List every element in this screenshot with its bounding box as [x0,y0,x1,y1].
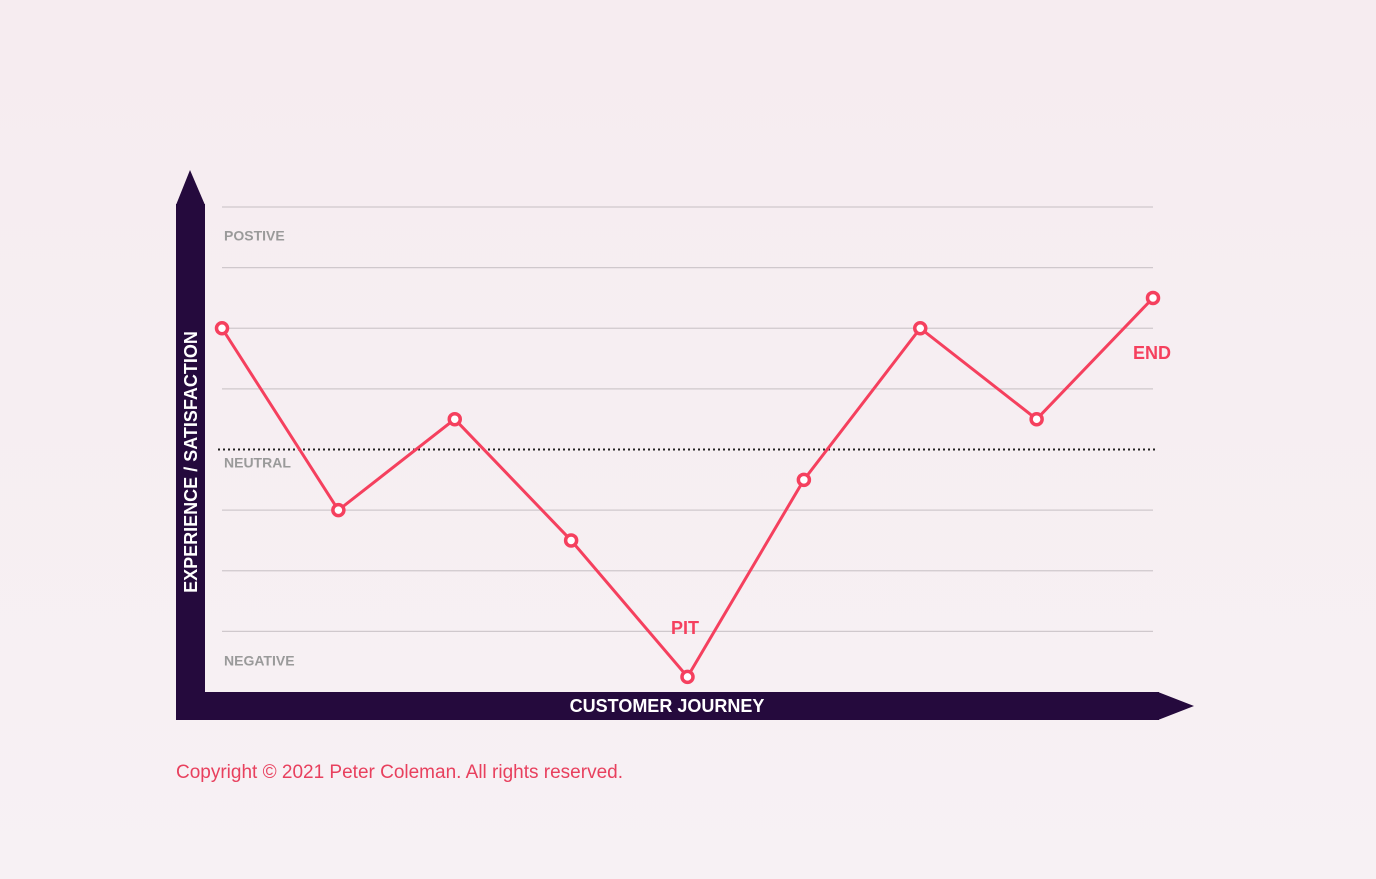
point [563,533,579,548]
annotation: PIT [671,618,699,638]
annotation: END [1133,343,1171,363]
y-axis-arrow [176,170,205,205]
point [1145,290,1161,306]
x-axis-arrow [1158,692,1194,720]
copyright: Copyright © 2021 Peter Coleman. All righ… [176,762,623,783]
point [214,321,230,336]
point [796,472,812,488]
point [331,502,346,518]
point [680,669,695,685]
y-axis-label: EXPERIENCE / SATISFACTION [181,331,201,593]
y-axis-bar [176,204,205,720]
region-label: NEGATIVE [224,653,295,669]
x-axis-label: CUSTOMER JOURNEY [570,696,765,716]
point [447,411,462,427]
x-axis-bar [176,692,1159,720]
point [1029,411,1044,427]
reference-label: NEUTRAL [224,455,291,471]
grid [218,206,1157,632]
region-label: POSTIVE [224,228,285,244]
point [913,321,928,336]
